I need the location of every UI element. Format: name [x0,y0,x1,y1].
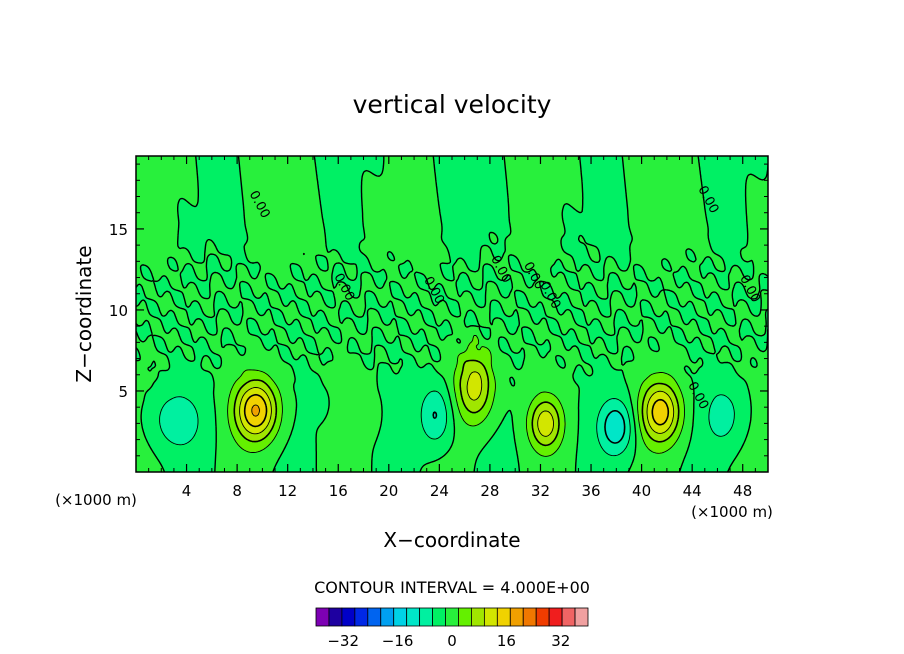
colorbar-swatch [509,607,524,627]
colorbar-swatch [315,607,330,627]
y-tick-label: 10 [109,302,128,320]
contour-line [432,410,626,444]
contour-line [239,371,675,437]
x-tick-label: 40 [632,482,651,500]
colorbar-swatch [445,607,459,627]
x-tick-label: 24 [430,482,449,500]
x-tick-label: 16 [329,482,348,500]
colorbar-tick-label: −32 [327,632,359,650]
colorbar-swatch [535,607,550,627]
x-tick-label: 8 [232,482,242,500]
x-tick-label: 32 [531,482,550,500]
colorbar-swatch [328,607,343,627]
y-tick-label: 5 [118,383,128,401]
x-axis: 4 8 12 16 20 24 28 32 36 40 44 48 [148,156,756,500]
contour-line [251,404,260,417]
colorbar-swatch [458,607,472,627]
contour-line [243,393,670,428]
y-axis-label: Z−coordinate [72,245,96,382]
colorbar-swatch [483,607,498,627]
contour-interval-text: CONTOUR INTERVAL = 4.000E+00 [314,578,590,597]
colorbar: −32 −16 0 16 32 [315,607,589,650]
x-tick-label: 20 [379,482,398,500]
colorbar-swatch [393,607,408,627]
x-tick-label: 44 [683,482,702,500]
colorbar-swatch [367,607,382,627]
colorbar-swatch [341,607,356,627]
x-tick-label: 4 [182,482,192,500]
colorbar-swatch [561,607,576,627]
chart-title: vertical velocity [353,90,552,119]
y-axis: 5 10 15 [109,163,768,457]
contour-lines [136,156,768,472]
colorbar-swatch [471,607,485,627]
contour-line [159,390,735,457]
colorbar-swatch [406,607,421,627]
x-axis-label: X−coordinate [383,528,520,552]
contour-line [136,156,768,472]
colorbar-tick-label: 32 [551,632,570,650]
y-tick-label: 15 [109,221,128,239]
x-unit-label-left: (×1000 m) [55,491,137,509]
x-tick-label: 28 [480,482,499,500]
x-unit-label-right: (×1000 m) [691,503,773,521]
colorbar-swatch [574,607,589,627]
colorbar-swatch [496,607,511,627]
colorbar-tick-label: 16 [497,632,516,650]
colorbar-swatch [548,607,563,627]
colorbar-swatch [419,607,433,627]
colorbar-tick-label: 0 [447,632,457,650]
x-tick-label: 36 [581,482,600,500]
colorbar-swatch [354,607,369,627]
colorbar-tick-label: −16 [382,632,414,650]
x-tick-label: 48 [733,482,752,500]
colorbar-swatch [380,607,395,627]
colorbar-swatch [432,607,446,627]
x-tick-label: 12 [278,482,297,500]
colorbar-swatch [522,607,537,627]
contour-line [227,334,685,457]
contour-line [233,359,680,447]
